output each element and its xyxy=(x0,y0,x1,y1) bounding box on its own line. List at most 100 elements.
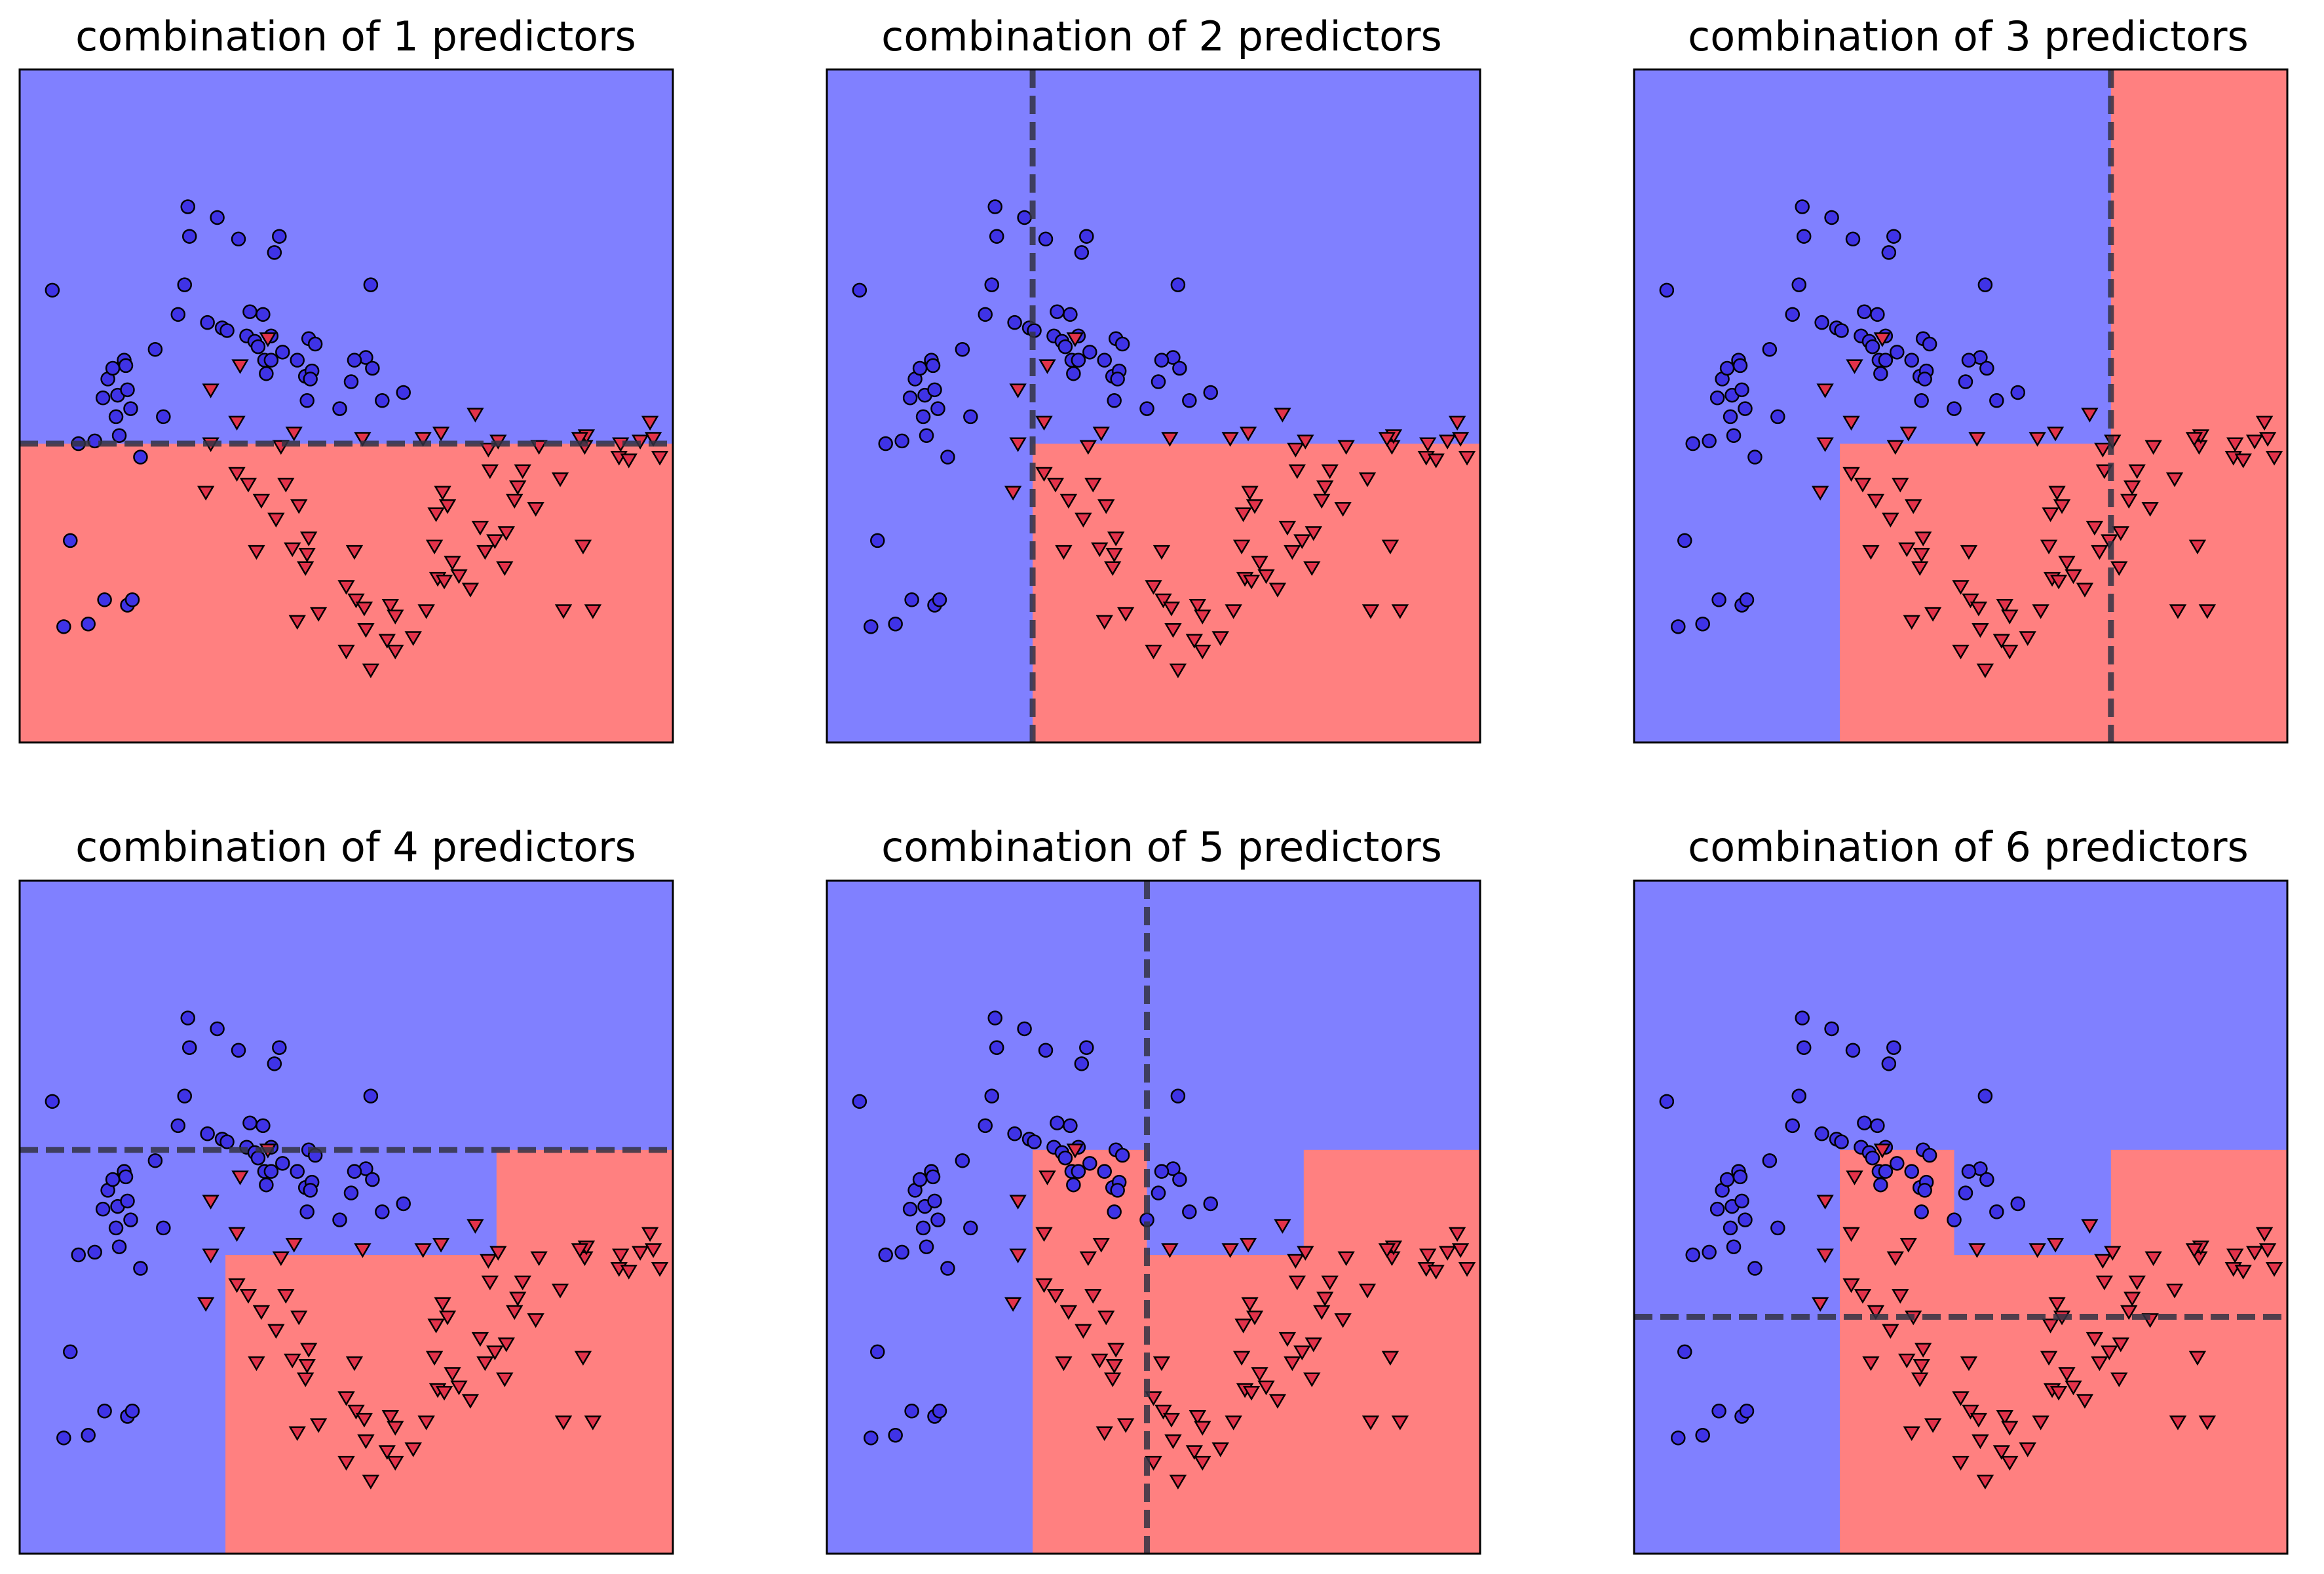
class0-point xyxy=(1723,1220,1738,1236)
class1-point xyxy=(1257,569,1275,585)
class1-point xyxy=(2188,1351,2207,1366)
class1-point xyxy=(1892,1289,1909,1304)
class0-point xyxy=(987,1010,1002,1026)
plot-frame xyxy=(826,68,1481,744)
class0-point xyxy=(904,592,919,607)
class1-point xyxy=(551,472,569,488)
class0-point xyxy=(927,382,942,398)
class1-point xyxy=(1303,561,1321,576)
class1-point xyxy=(1899,427,1917,442)
class0-point xyxy=(256,1118,271,1134)
class1-point xyxy=(1842,1227,1860,1242)
class0-point xyxy=(1747,450,1762,465)
class0-point xyxy=(1038,1043,1054,1058)
class1-point xyxy=(1284,1356,1301,1372)
class0-point xyxy=(111,1239,127,1254)
class0-point xyxy=(1107,393,1122,408)
class0-point xyxy=(267,1056,282,1071)
class1-point xyxy=(1313,1305,1331,1320)
class0-point xyxy=(1785,307,1800,322)
class1-point xyxy=(1914,531,1932,547)
class1-point xyxy=(387,644,404,660)
panel-title: combination of 1 predictors xyxy=(75,12,636,60)
class1-point xyxy=(1009,437,1027,452)
class0-point xyxy=(210,1021,225,1037)
class1-point xyxy=(1952,1391,1970,1406)
class1-point xyxy=(2048,486,2066,501)
class1-point xyxy=(450,569,468,585)
class1-point xyxy=(1427,453,1445,469)
class1-point xyxy=(252,1305,271,1320)
plot-frame xyxy=(18,68,674,744)
class0-point xyxy=(118,358,134,374)
class1-point xyxy=(354,432,371,447)
class1-point xyxy=(1972,623,1989,638)
class0-point xyxy=(1726,428,1742,443)
class1-point xyxy=(1145,580,1162,595)
class1-point xyxy=(1905,499,1922,514)
class1-point xyxy=(2094,1254,2112,1269)
class0-point xyxy=(1709,390,1725,406)
class1-point xyxy=(527,502,544,517)
class0-point xyxy=(343,374,359,389)
panel-1: combination of 1 predictors xyxy=(18,12,674,744)
class0-point xyxy=(1063,307,1078,322)
class1-point xyxy=(1169,663,1187,678)
class0-point xyxy=(1865,339,1880,355)
class0-point xyxy=(852,282,867,298)
class0-point xyxy=(363,277,379,292)
class1-point xyxy=(427,507,445,522)
class0-point xyxy=(275,1156,290,1171)
class1-point xyxy=(481,464,499,480)
class0-point xyxy=(987,199,1002,214)
class1-point xyxy=(1055,545,1073,560)
class1-point xyxy=(435,1386,453,1401)
decision-region-class-1 xyxy=(2110,69,2287,742)
class1-point xyxy=(357,623,375,638)
plot-area xyxy=(1633,68,2289,744)
class1-point xyxy=(1867,493,1885,509)
class1-point xyxy=(1293,1345,1311,1360)
class1-point xyxy=(248,1356,265,1372)
class0-point xyxy=(1814,315,1829,330)
plot-area xyxy=(1633,879,2289,1555)
class1-point xyxy=(1288,464,1306,480)
class1-point xyxy=(1962,1404,1979,1420)
class0-point xyxy=(1066,1177,1081,1193)
class1-point xyxy=(438,1310,457,1326)
class0-point xyxy=(1154,1164,1170,1179)
class1-point xyxy=(381,598,399,614)
class1-point xyxy=(1232,1351,1251,1366)
class1-point xyxy=(1066,332,1084,347)
class1-point xyxy=(2053,499,2071,514)
class0-point xyxy=(180,1010,195,1026)
class1-point xyxy=(450,1380,468,1396)
class1-point xyxy=(1992,634,2010,649)
class0-point xyxy=(1732,1169,1748,1185)
class1-point xyxy=(1952,580,1970,595)
class0-point xyxy=(120,1193,135,1209)
plot-frame xyxy=(18,879,674,1555)
class0-point xyxy=(365,1172,380,1187)
class1-point xyxy=(1842,415,1860,431)
class1-point xyxy=(1211,631,1229,646)
class0-point xyxy=(1762,1153,1778,1168)
class1-point xyxy=(476,1356,494,1372)
class1-point xyxy=(1075,1324,1092,1339)
class0-point xyxy=(1007,315,1022,330)
class1-point xyxy=(267,1324,285,1339)
class0-point xyxy=(133,450,148,465)
class1-point xyxy=(1334,1313,1352,1328)
class1-point xyxy=(378,634,396,649)
class1-point xyxy=(1221,432,1239,447)
class0-point xyxy=(919,1239,934,1254)
class1-point xyxy=(1886,1251,1904,1267)
class1-point xyxy=(554,604,573,619)
class0-point xyxy=(1050,1115,1065,1130)
class1-point xyxy=(1257,1380,1275,1396)
class0-point xyxy=(1989,1204,2004,1219)
class1-point xyxy=(355,602,373,617)
class1-point xyxy=(2185,1243,2203,1258)
class0-point xyxy=(1886,229,1901,244)
